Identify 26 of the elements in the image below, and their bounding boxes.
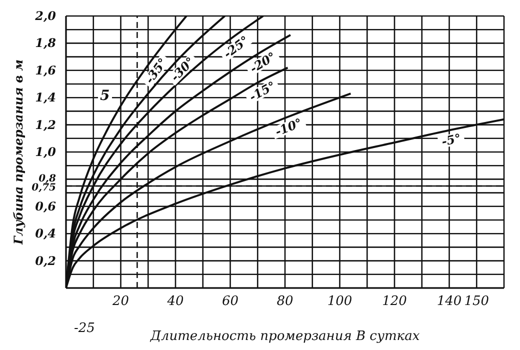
y-tick-label: 2,0 bbox=[34, 9, 57, 23]
y-tick-label: 1,4 bbox=[35, 90, 56, 105]
x-tick-label: 60 bbox=[222, 294, 239, 310]
x-tick-label: 140 bbox=[436, 294, 462, 310]
x-tick-label: 80 bbox=[276, 294, 294, 310]
y-tick-label: 0,2 bbox=[35, 254, 56, 268]
y-tick-label: 1,6 bbox=[35, 63, 57, 78]
y-tick-label: 0,4 bbox=[35, 226, 56, 241]
x-tick-label: 120 bbox=[382, 294, 407, 310]
x-tick-label: 100 bbox=[327, 294, 352, 310]
text: -15° bbox=[246, 78, 278, 104]
text: -10° bbox=[273, 116, 304, 139]
x-axis-title: Длительность промерзания В сутках bbox=[149, 329, 420, 344]
x-tick-label: 40 bbox=[166, 294, 184, 310]
annotation: 5 bbox=[98, 88, 112, 104]
text: -20° bbox=[247, 49, 278, 76]
x-tick-label: 20 bbox=[111, 294, 130, 310]
y-tick-label: 1,0 bbox=[35, 145, 57, 159]
text: -25 bbox=[74, 321, 95, 336]
y-tick-label: 1,8 bbox=[35, 36, 57, 50]
y-tick-label: 1,2 bbox=[35, 118, 56, 132]
text: -5° bbox=[440, 131, 462, 149]
x-tick-label: 150 bbox=[464, 294, 490, 310]
y-axis-title: Глубина промерзания в м bbox=[11, 60, 26, 246]
y-tick-label: 0,6 bbox=[35, 199, 57, 214]
y-tick-label: 0,75 bbox=[32, 182, 56, 194]
